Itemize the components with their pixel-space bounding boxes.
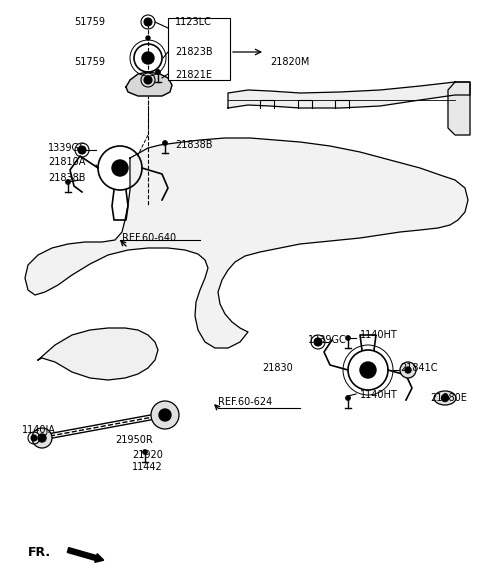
Text: 1140HT: 1140HT xyxy=(360,330,398,340)
Text: REF.60-640: REF.60-640 xyxy=(122,233,176,243)
Text: 21841C: 21841C xyxy=(400,363,437,373)
Circle shape xyxy=(346,396,350,400)
Text: 1339GC: 1339GC xyxy=(48,143,87,153)
Text: 1140HT: 1140HT xyxy=(360,390,398,400)
FancyBboxPatch shape xyxy=(168,18,230,80)
Circle shape xyxy=(163,141,168,145)
Text: 21838B: 21838B xyxy=(48,173,85,183)
Ellipse shape xyxy=(434,391,456,405)
Circle shape xyxy=(31,435,37,441)
Text: 1339GC: 1339GC xyxy=(308,335,347,345)
Circle shape xyxy=(146,36,150,40)
Text: 11442: 11442 xyxy=(132,462,163,472)
Polygon shape xyxy=(25,138,468,348)
Circle shape xyxy=(405,367,411,373)
Text: 21950R: 21950R xyxy=(115,435,153,445)
Circle shape xyxy=(314,338,322,346)
Text: 1123LC: 1123LC xyxy=(175,17,212,27)
Polygon shape xyxy=(38,328,158,380)
Circle shape xyxy=(360,362,376,378)
Circle shape xyxy=(78,146,86,154)
Text: 21821E: 21821E xyxy=(175,70,212,80)
Text: 21820M: 21820M xyxy=(270,57,310,67)
Circle shape xyxy=(144,18,152,26)
Text: 51759: 51759 xyxy=(74,17,105,27)
Text: 51759: 51759 xyxy=(74,57,105,67)
Circle shape xyxy=(112,160,128,176)
Text: 21810A: 21810A xyxy=(48,157,85,167)
Polygon shape xyxy=(126,72,172,96)
Circle shape xyxy=(65,179,71,185)
Text: 21823B: 21823B xyxy=(175,47,213,57)
Text: REF.60-624: REF.60-624 xyxy=(218,397,272,407)
Circle shape xyxy=(346,336,350,340)
Circle shape xyxy=(159,409,171,421)
Circle shape xyxy=(32,428,52,448)
Text: 21838B: 21838B xyxy=(175,140,213,150)
Text: 21880E: 21880E xyxy=(430,393,467,403)
Circle shape xyxy=(142,52,154,64)
Circle shape xyxy=(151,401,179,429)
Text: 21920: 21920 xyxy=(132,450,163,460)
Circle shape xyxy=(38,434,46,442)
Text: 21830: 21830 xyxy=(262,363,293,373)
Circle shape xyxy=(400,362,416,378)
Polygon shape xyxy=(228,82,470,108)
Circle shape xyxy=(144,76,152,84)
Polygon shape xyxy=(448,82,470,135)
Circle shape xyxy=(143,449,147,455)
Text: FR.: FR. xyxy=(28,546,51,559)
Text: 1140JA: 1140JA xyxy=(22,425,56,435)
FancyArrow shape xyxy=(67,547,104,562)
Circle shape xyxy=(442,395,448,402)
Circle shape xyxy=(156,69,160,75)
